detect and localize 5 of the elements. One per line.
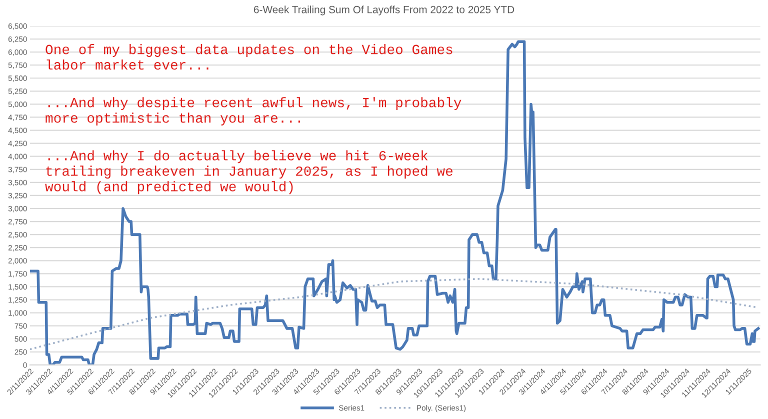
line-series bbox=[30, 40, 760, 365]
annotation: ...And why despite recent awful news, I'm probably more optimistic than you are... bbox=[46, 97, 462, 126]
annotation: One of my biggest data updates on the Video Games labor market ever... bbox=[46, 44, 452, 70]
chart-title: 6-Week Trailing Sum Of Layoffs From 2022 to 2025 YTD bbox=[254, 6, 514, 16]
annotation: ...And why I do actually believe we hit 6-week trailing breakeven in January 2025, as I hoped we would (and predicted we would) bbox=[45, 150, 452, 194]
